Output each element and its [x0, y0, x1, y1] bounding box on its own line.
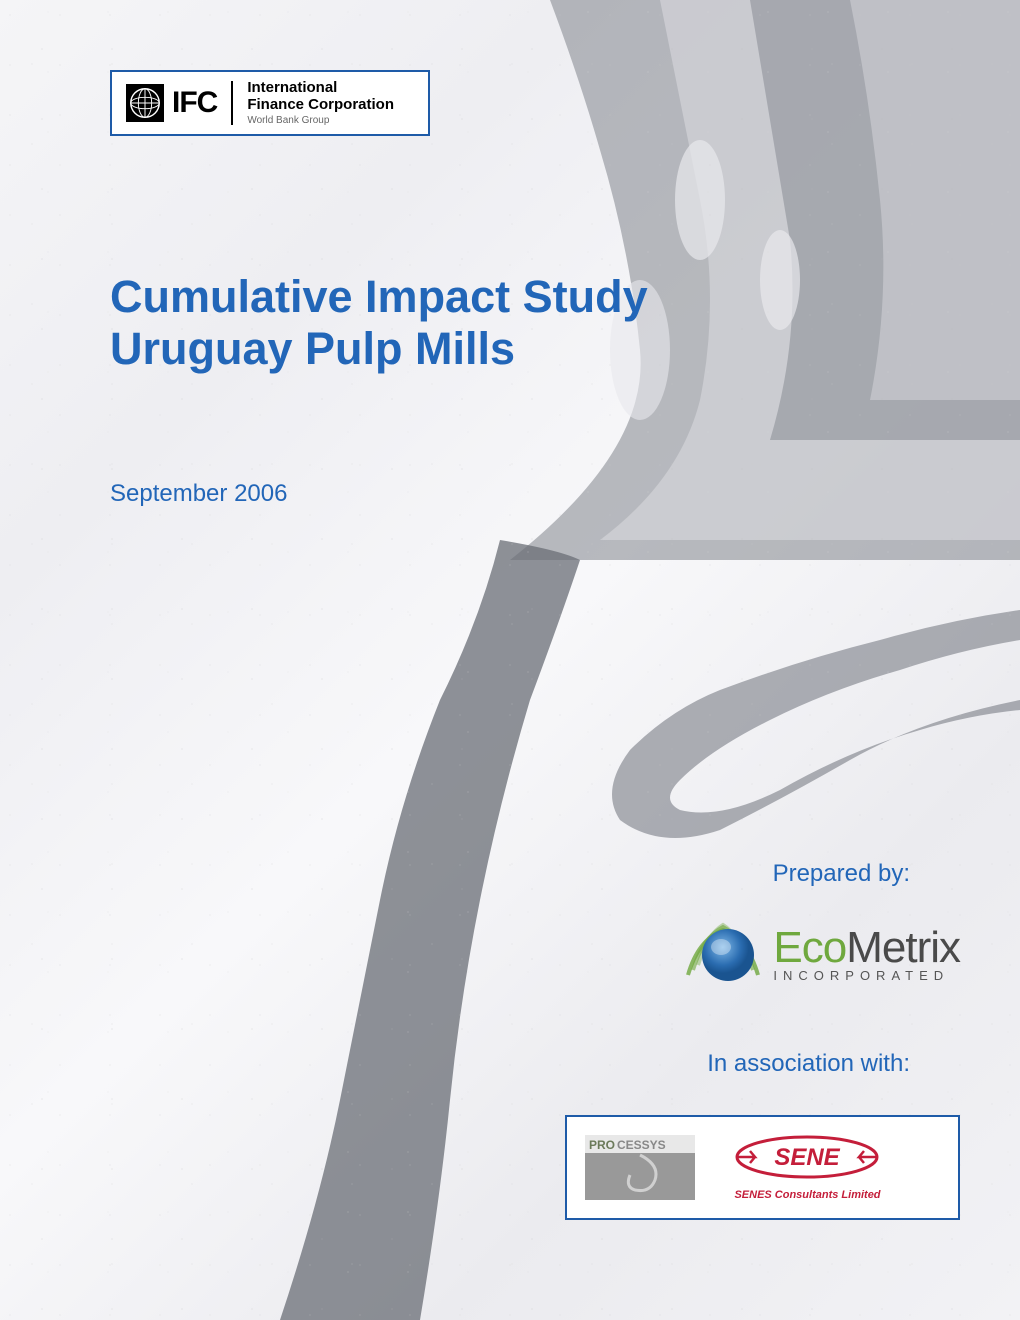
senes-logo: SENE SENES Consultants Limited [725, 1135, 890, 1201]
svg-text:PRO: PRO [589, 1138, 615, 1152]
ecometrix-globe-icon [683, 915, 763, 990]
title-line1: Cumulative Impact Study [110, 271, 648, 322]
ecometrix-text: EcoMetrix INCORPORATED [773, 923, 960, 983]
ifc-logo-container: IFC International Finance Corporation Wo… [110, 70, 430, 136]
association-label: In association with: [707, 1050, 910, 1078]
page-content: IFC International Finance Corporation Wo… [0, 0, 1020, 1320]
partner-logos-container: PRO CESSYS SENE SENES Consultants Limite… [565, 1115, 960, 1220]
ifc-logo: IFC International Finance Corporation Wo… [126, 80, 414, 126]
document-title: Cumulative Impact Study Uruguay Pulp Mil… [110, 271, 910, 375]
senes-sub: SENES Consultants Limited [734, 1189, 880, 1201]
prepared-by-label: Prepared by: [773, 860, 910, 888]
ecometrix-sub: INCORPORATED [773, 968, 960, 983]
ifc-line1: International [247, 80, 394, 97]
ifc-divider [231, 81, 233, 125]
ecometrix-logo: EcoMetrix INCORPORATED [683, 915, 960, 990]
eco-part2: Metrix [846, 923, 960, 972]
ifc-sub: World Bank Group [247, 115, 394, 126]
title-line2: Uruguay Pulp Mills [110, 323, 515, 374]
ecometrix-name: EcoMetrix [773, 923, 960, 973]
document-date: September 2006 [110, 480, 910, 508]
processys-logo: PRO CESSYS [585, 1135, 695, 1200]
ifc-acronym: IFC [172, 86, 217, 120]
senes-icon: SENE [725, 1135, 890, 1185]
processys-icon: PRO CESSYS [585, 1135, 695, 1200]
eco-part1: Eco [773, 923, 846, 972]
ifc-tagline: International Finance Corporation World … [247, 80, 394, 126]
svg-text:CESSYS: CESSYS [617, 1138, 666, 1152]
ifc-globe-icon [126, 84, 164, 122]
ifc-line2: Finance Corporation [247, 97, 394, 114]
svg-text:SENE: SENE [774, 1144, 840, 1171]
